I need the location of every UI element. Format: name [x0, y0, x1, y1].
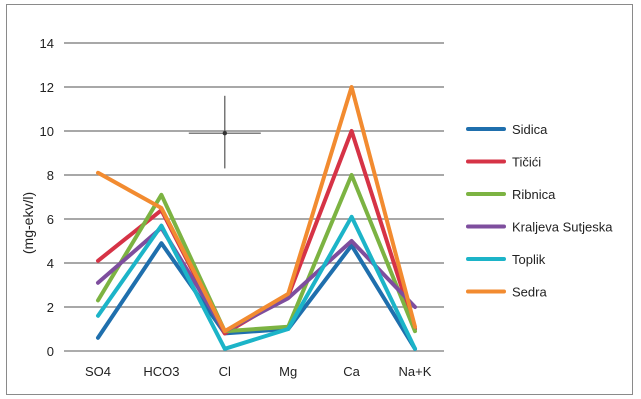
- x-tick-label: Cl: [219, 364, 231, 379]
- legend-label: Sidica: [512, 122, 548, 137]
- x-tick-label: Mg: [279, 364, 297, 379]
- legend-label: Sedra: [512, 285, 547, 300]
- legend-label: Tičići: [512, 155, 541, 170]
- y-tick-label: 0: [47, 344, 54, 359]
- legend-label: Kraljeva Sutjeska: [512, 220, 613, 235]
- y-tick-label: 4: [47, 256, 54, 271]
- y-tick-label: 2: [47, 300, 54, 315]
- y-tick-label: 10: [40, 124, 54, 139]
- y-tick-label: 6: [47, 212, 54, 227]
- y-axis-label: (mg-ekv/l): [20, 192, 36, 254]
- y-tick-label: 14: [40, 36, 54, 51]
- y-tick-label: 12: [40, 80, 54, 95]
- series-line-2: [96, 173, 417, 334]
- line-chart: 0 2 4 6 8 10 12 14 SO4 HCO3 Cl Mg Ca Na+K Sidica Tičić…: [20, 36, 613, 379]
- series-line-4: [96, 214, 417, 351]
- series-line-0: [96, 241, 417, 351]
- series-line-5: [96, 85, 417, 334]
- series-line-3: [96, 225, 417, 334]
- legend-label: Ribnica: [512, 187, 556, 202]
- x-tick-label: Na+K: [399, 364, 432, 379]
- chart-frame: 0 2 4 6 8 10 12 14 SO4 HCO3 Cl Mg Ca Na+K Sidica Tičić…: [6, 4, 633, 395]
- series-line-1: [96, 129, 417, 336]
- x-tick-label: HCO3: [143, 364, 179, 379]
- x-tick-label: SO4: [85, 364, 111, 379]
- x-tick-label: Ca: [343, 364, 360, 379]
- y-tick-label: 8: [47, 168, 54, 183]
- error-cross-marker: [188, 95, 261, 169]
- legend-label: Toplik: [512, 252, 546, 267]
